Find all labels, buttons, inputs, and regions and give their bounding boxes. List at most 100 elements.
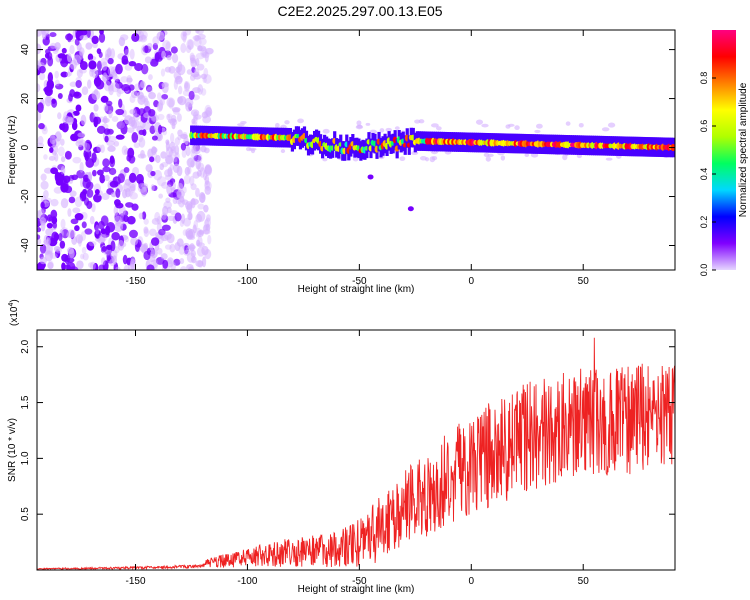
heatmap-noise-cell xyxy=(50,167,59,175)
snr-y-scale-exponent: 4 xyxy=(8,303,15,307)
heatmap-haze-cell xyxy=(322,128,330,134)
snr-x-tick-label: 50 xyxy=(578,576,590,587)
snr-y-tick-label: 0.5 xyxy=(20,507,31,521)
heatmap-noise-cell xyxy=(43,154,48,160)
heatmap-noise-cell xyxy=(94,221,99,232)
heatmap-noise-cell xyxy=(132,108,137,119)
snr-y-scale-note: (x104) xyxy=(8,299,20,326)
heatmap-y-axis: -40 -20 0 20 40 xyxy=(20,44,675,253)
heatmap-noise-cell xyxy=(105,100,113,106)
heatmap-noise-cell xyxy=(161,212,167,220)
heatmap-noise-cell xyxy=(49,134,57,145)
heatmap-noise-cell xyxy=(138,31,145,38)
heatmap-noise-cell xyxy=(73,91,80,97)
heatmap-noise-cell xyxy=(195,52,205,60)
heatmap-noise-cell xyxy=(116,89,122,98)
heatmap-haze-cell xyxy=(530,152,539,158)
heatmap-noise-cell xyxy=(191,256,197,264)
heatmap-noise-cell xyxy=(100,57,108,66)
heatmap-noise-cell xyxy=(84,139,92,151)
heatmap-haze-cell xyxy=(394,126,400,130)
heatmap-noise-cell xyxy=(197,84,204,95)
heatmap-haze-cell xyxy=(536,123,543,129)
heatmap-noise-cell xyxy=(165,141,170,152)
heatmap-noise-cell xyxy=(143,250,151,261)
heatmap-noise-cell xyxy=(140,34,147,41)
heatmap-noise-cell xyxy=(168,65,176,74)
colorbar: 0.0 0.2 0.4 0.6 0.8 Normalized spectral ampl… xyxy=(699,30,749,276)
heatmap-noise-cell xyxy=(114,215,122,225)
heatmap-noise-cell xyxy=(197,203,205,210)
heatmap-haze-cell xyxy=(475,119,484,125)
heatmap-noise-cell xyxy=(174,212,182,222)
heatmap-noise-cell xyxy=(186,203,193,214)
heatmap-noise-cell xyxy=(98,234,107,243)
heatmap-haze-cell xyxy=(514,125,520,131)
heatmap-x-tick-label: -100 xyxy=(237,276,257,287)
heatmap-noise-cell xyxy=(53,245,61,252)
heatmap-noise-cell xyxy=(148,228,157,237)
heatmap-haze-cell xyxy=(248,147,257,151)
heatmap-noise-cell xyxy=(144,56,152,64)
heatmap-noise-cell xyxy=(188,266,195,270)
snr-x-tick-label: -50 xyxy=(352,576,367,587)
heatmap-noise-cell xyxy=(131,132,139,143)
heatmap-noise-cell xyxy=(92,146,102,154)
heatmap-y-tick-label: 20 xyxy=(20,93,31,105)
heatmap-noise-cell xyxy=(198,37,207,46)
heatmap-isolated-blob xyxy=(367,174,374,180)
heatmap-noise-cell xyxy=(53,186,63,194)
heatmap-noise-cell xyxy=(157,124,163,135)
heatmap-noise-cell xyxy=(109,180,119,188)
snr-frame xyxy=(36,329,676,571)
heatmap-noise-cell xyxy=(143,242,148,250)
heatmap-noise-cell xyxy=(169,132,175,144)
heatmap-noise-cell xyxy=(177,61,183,73)
heatmap-noise-cell xyxy=(140,80,146,89)
heatmap-noise-cell xyxy=(98,32,106,43)
heatmap-noise-cell xyxy=(69,44,75,55)
heatmap-noise-cell xyxy=(69,59,77,70)
heatmap-noise-cell xyxy=(173,156,180,167)
heatmap-noise-cell xyxy=(180,133,188,139)
heatmap-noise-cell xyxy=(148,74,153,81)
heatmap-noise-cell xyxy=(164,154,174,164)
heatmap-noise-cell xyxy=(74,213,84,221)
heatmap-noise-cell xyxy=(182,186,187,194)
snr-background xyxy=(37,330,675,570)
heatmap-noise-cell xyxy=(180,142,187,151)
heatmap-noise-cell xyxy=(181,148,187,158)
heatmap-noise-cell xyxy=(154,52,160,62)
heatmap-noise-cell xyxy=(180,213,186,224)
heatmap-noise-cell xyxy=(122,189,128,199)
heatmap-noise-cell xyxy=(57,92,63,99)
heatmap-noise-cell xyxy=(164,244,172,250)
heatmap-noise-cell xyxy=(37,234,41,240)
heatmap-noise-cell xyxy=(170,46,178,54)
heatmap-noise-cell xyxy=(180,266,188,270)
heatmap-y-tick-label: -40 xyxy=(20,238,31,253)
heatmap-noise-cell xyxy=(191,66,196,73)
heatmap-noise-cell xyxy=(201,245,209,256)
heatmap-haze-cell xyxy=(430,123,439,128)
heatmap-noise-cell xyxy=(184,30,192,36)
heatmap-noise-cell xyxy=(168,98,175,109)
heatmap-y-tick-label: 40 xyxy=(20,44,31,56)
heatmap-haze-cell xyxy=(605,157,613,161)
heatmap-noise-cell xyxy=(47,45,57,52)
heatmap-noise-cell xyxy=(81,246,87,254)
heatmap-noise-cell xyxy=(67,208,72,217)
snr-x-axis-label: Height of straight line (km) xyxy=(298,584,415,595)
snr-y-axis: 0.5 1.0 1.5 2.0 xyxy=(20,339,675,521)
heatmap-noise-cell xyxy=(166,54,172,61)
heatmap-noise-cell xyxy=(156,102,163,112)
heatmap-noise-cell xyxy=(191,146,196,154)
heatmap-noise-cell xyxy=(202,229,211,235)
heatmap-noise-cell xyxy=(139,30,148,40)
heatmap-noise-cell xyxy=(76,68,83,78)
heatmap-noise-cell xyxy=(123,167,130,174)
heatmap-noise-cell xyxy=(161,224,171,231)
heatmap-noise-cell xyxy=(108,84,114,96)
heatmap-haze-cell xyxy=(524,153,530,158)
heatmap-noise-cell xyxy=(54,153,59,162)
